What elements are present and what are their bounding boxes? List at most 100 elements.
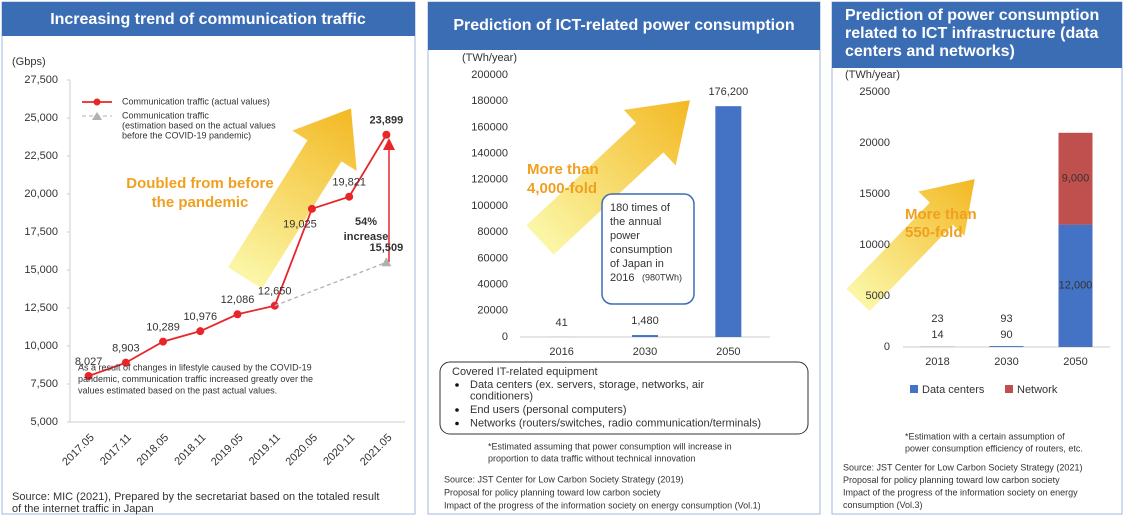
x-tick-label: 2018 <box>925 356 949 368</box>
y-tick-label: 20000 <box>477 305 508 317</box>
legend-marker <box>92 112 102 120</box>
data-label: 12,650 <box>258 286 292 298</box>
panel-header <box>2 2 415 36</box>
y-tick-label: 100000 <box>471 200 508 212</box>
legend-swatch <box>910 385 918 393</box>
data-label: 12,000 <box>1059 280 1093 292</box>
note: pandemic, communication traffic increase… <box>78 374 313 384</box>
bar-segment <box>989 346 1024 347</box>
box-item: conditioners) <box>470 390 533 402</box>
data-label: 10,976 <box>183 311 217 323</box>
y-tick-label: 15,000 <box>24 264 58 276</box>
bullet <box>455 383 459 387</box>
trend-arrow <box>846 179 975 312</box>
y-tick-label: 22,500 <box>24 150 58 162</box>
legend-label: Network <box>1017 384 1058 396</box>
chart-title: related to ICT infrastructure (data <box>845 25 1098 42</box>
chart-title: Prediction of ICT-related power consumpt… <box>453 17 794 34</box>
y-tick-label: 60000 <box>477 252 508 264</box>
note: values estimated based on the past actua… <box>78 385 277 395</box>
x-tick-label: 2030 <box>633 346 657 358</box>
note: proportion to data traffic without techn… <box>488 453 695 463</box>
bar <box>632 335 658 337</box>
legend-label: before the COVID-19 pandemic) <box>122 130 251 140</box>
callout-box <box>601 193 695 305</box>
annotation: More than <box>905 206 977 223</box>
source: Impact of the progress of the informatio… <box>843 487 1078 497</box>
annotation: increase <box>344 231 389 243</box>
annotation: the pandemic <box>152 194 249 211</box>
data-label: 1,480 <box>631 315 659 327</box>
bullet <box>455 421 459 426</box>
chart-title: Increasing trend of communication traffi… <box>50 11 366 28</box>
y-tick-label: 15000 <box>859 188 890 200</box>
axis-unit: (TWh/year) <box>845 69 900 81</box>
y-tick-label: 120000 <box>471 174 508 186</box>
callout-text: (980TWh) <box>642 272 682 282</box>
y-tick-label: 0 <box>502 331 508 343</box>
y-tick-label: 12,500 <box>24 302 58 314</box>
data-label: 41 <box>556 317 568 329</box>
data-label: 176,200 <box>708 86 748 98</box>
annotation: Doubled from before <box>126 175 274 192</box>
annotation: 54% <box>355 216 377 228</box>
trend-arrow <box>526 100 690 255</box>
source: Proposal for policy planning toward low … <box>444 487 661 497</box>
y-tick-label: 7,500 <box>30 378 58 390</box>
y-tick-label: 80000 <box>477 226 508 238</box>
y-tick-label: 25000 <box>859 86 890 98</box>
y-tick-label: 140000 <box>471 148 508 160</box>
axis-unit: (Gbps) <box>12 56 46 68</box>
y-tick-label: 25,000 <box>24 112 58 124</box>
source: Source: MIC (2021), Prepared by the secr… <box>12 491 379 503</box>
annotation: More than <box>527 161 599 178</box>
data-label: 12,086 <box>221 294 255 306</box>
point <box>345 192 354 201</box>
y-tick-label: 40000 <box>477 279 508 291</box>
note: *Estimation with a certain assumption of <box>905 431 1065 441</box>
callout-text: consumption <box>610 244 672 256</box>
data-label: 9,000 <box>1062 173 1090 185</box>
data-label: 10,289 <box>146 322 180 334</box>
legend-label: Communication traffic <box>122 110 209 120</box>
chart-title: centers and networks) <box>845 43 1015 60</box>
point <box>159 337 168 346</box>
data-label: 19,025 <box>283 219 317 231</box>
note: *Estimated assuming that power consumpti… <box>488 441 732 451</box>
y-tick-label: 27,500 <box>24 74 58 86</box>
y-tick-label: 160000 <box>471 121 508 133</box>
series-line <box>274 261 387 307</box>
source: Impact of the progress of the informatio… <box>444 500 761 510</box>
source: Proposal for policy planning toward low … <box>843 475 1060 485</box>
y-tick-label: 180000 <box>471 95 508 107</box>
data-label: 90 <box>1000 329 1012 341</box>
increase-arrowhead <box>383 138 395 150</box>
x-tick-label: 2050 <box>1063 356 1087 368</box>
panel-header <box>832 2 1122 68</box>
point <box>233 310 242 319</box>
callout-text: power <box>610 230 640 242</box>
box-title: Covered IT-related equipment <box>452 366 598 378</box>
bar-segment <box>1058 132 1093 225</box>
legend-label: Communication traffic (actual values) <box>122 96 270 106</box>
point <box>382 130 391 139</box>
x-tick-label: 2030 <box>994 356 1018 368</box>
y-tick-label: 17,500 <box>24 226 58 238</box>
equipment-box <box>439 361 809 435</box>
box-item: End users (personal computers) <box>470 404 627 416</box>
bar-segment <box>1058 224 1093 347</box>
total-label: 23 <box>931 313 943 325</box>
point <box>381 257 392 267</box>
point <box>121 358 130 367</box>
data-label: 8,027 <box>75 356 103 368</box>
y-tick-label: 200000 <box>471 69 508 81</box>
panel <box>1 1 416 515</box>
data-label: 23,899 <box>370 115 404 127</box>
y-tick-label: 0 <box>884 341 890 353</box>
y-tick-label: 10000 <box>859 239 890 251</box>
data-label: 8,903 <box>112 343 140 355</box>
legend-marker <box>93 98 101 106</box>
chart-title: Prediction of power consumption <box>845 7 1099 24</box>
y-tick-label: 5,000 <box>30 416 58 428</box>
point <box>196 327 205 336</box>
